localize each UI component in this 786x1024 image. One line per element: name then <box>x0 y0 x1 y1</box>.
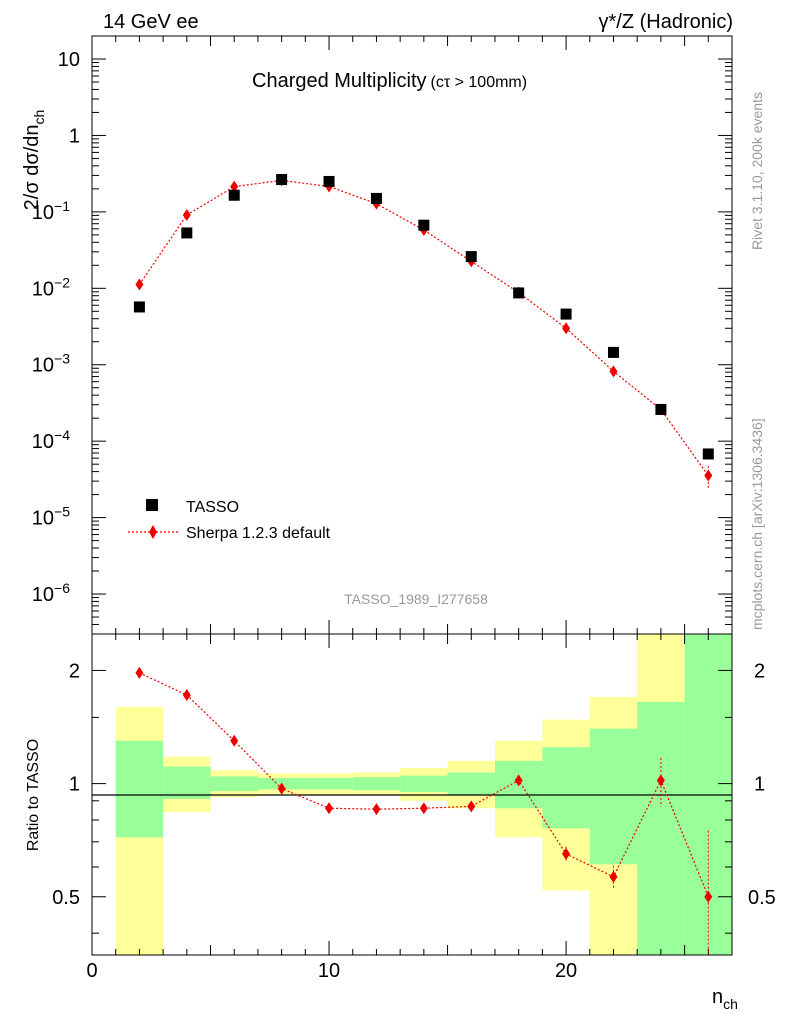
data-point <box>560 308 572 320</box>
data-point <box>607 346 619 358</box>
band-inner-bin <box>589 728 638 865</box>
data-points <box>133 174 714 460</box>
data-point <box>181 227 193 239</box>
y-tick-label: 10−2 <box>32 274 70 300</box>
top-y-axis-label: 2/σ dσ/dnch <box>21 110 47 211</box>
ratio-y-tick-label-right: 0.5 <box>748 887 776 909</box>
band-inner-bin <box>305 777 353 790</box>
data-point <box>418 219 430 231</box>
mcplots-reference-label: mcplots.cern.ch [arXiv:1306.3436] <box>749 418 765 630</box>
legend: TASSO Sherpa 1.2.3 default <box>128 499 331 542</box>
ratio-mc-point <box>704 890 713 903</box>
data-point <box>228 189 240 201</box>
ratio-mc-point <box>467 800 476 813</box>
mc-point <box>230 180 239 193</box>
data-point <box>655 403 667 415</box>
process-label: γ*/Z (Hadronic) <box>599 11 733 33</box>
legend-data-label: TASSO <box>186 499 239 516</box>
ratio-mc-point <box>277 782 286 795</box>
y-tick-label: 10−6 <box>32 580 70 606</box>
band-inner-bin <box>115 740 164 838</box>
ratio-y-axis-label: Ratio to TASSO <box>25 739 42 851</box>
ratio-mc-point <box>182 689 191 702</box>
ratio-y-tick-label-right: 1 <box>754 774 765 796</box>
band-inner-bin <box>637 701 685 955</box>
band-inner-bin <box>447 772 495 796</box>
top-axis-ticks <box>91 35 732 635</box>
mc-point <box>135 278 144 291</box>
ratio-mc-point <box>230 734 239 747</box>
data-point <box>513 287 525 299</box>
data-point <box>465 251 477 263</box>
ratio-mc-point <box>325 802 334 815</box>
x-axis-label: nch <box>712 986 738 1012</box>
ratio-mc-point <box>419 802 428 815</box>
legend-data-marker <box>146 499 158 511</box>
band-inner-bin <box>163 766 211 799</box>
top-plot-frame <box>91 35 733 635</box>
data-point <box>323 175 335 187</box>
y-tick-label: 10 <box>58 49 80 71</box>
ratio-mc-point <box>609 870 618 883</box>
mc-point <box>704 469 713 482</box>
data-point <box>276 174 288 186</box>
ratio-mc-point <box>372 803 381 816</box>
mc-point <box>182 209 191 222</box>
y-tick-label: 10−3 <box>32 351 70 377</box>
ratio-mc-point <box>562 847 571 860</box>
ratio-y-tick-labels: 0.5 1 2 0.5 1 2 <box>52 660 776 908</box>
mc-point <box>609 365 618 378</box>
chart-title: Charged Multiplicity (cτ > 100mm) <box>252 70 527 92</box>
ratio-y-tick-label-right: 2 <box>754 660 765 682</box>
band-inner-bin <box>542 747 590 829</box>
analysis-id-label: TASSO_1989_I277658 <box>344 591 488 607</box>
data-point <box>702 448 714 460</box>
ratio-y-tick-label-left: 0.5 <box>52 887 80 909</box>
x-tick-labels: 0 10 20 <box>86 960 577 982</box>
band-inner-bin <box>400 775 448 792</box>
ratio-y-tick-label-left: 2 <box>69 660 80 682</box>
x-tick-label: 0 <box>86 960 97 982</box>
top-y-tick-labels: 10 1 10−1 10−2 10−3 10−4 10−5 10−6 <box>32 49 80 606</box>
y-tick-label: 10−1 <box>32 198 70 224</box>
data-point <box>370 192 382 204</box>
legend-mc-label: Sherpa 1.2.3 default <box>186 525 331 542</box>
legend-mc-marker <box>149 525 157 539</box>
y-tick-label: 10−4 <box>32 427 70 453</box>
ratio-mc-point <box>656 774 665 787</box>
energy-label: 14 GeV ee <box>103 11 199 33</box>
y-tick-label: 10−5 <box>32 504 70 530</box>
band-inner-bin <box>210 776 258 792</box>
ratio-y-tick-label-left: 1 <box>69 774 80 796</box>
ratio-uncertainty-bands <box>115 634 732 955</box>
ratio-mc-point <box>514 774 523 787</box>
mc-point <box>562 322 571 335</box>
ratio-mc-point <box>135 666 144 679</box>
ratio-axis-ticks <box>91 634 732 955</box>
rivet-version-label: Rivet 3.1.10, 200k events <box>749 92 765 250</box>
data-point <box>133 301 145 313</box>
x-tick-label: 20 <box>555 960 577 982</box>
band-inner-bin <box>352 777 401 791</box>
ratio-mc-series <box>135 666 713 955</box>
x-tick-label: 10 <box>318 960 340 982</box>
y-tick-label: 1 <box>69 125 80 147</box>
